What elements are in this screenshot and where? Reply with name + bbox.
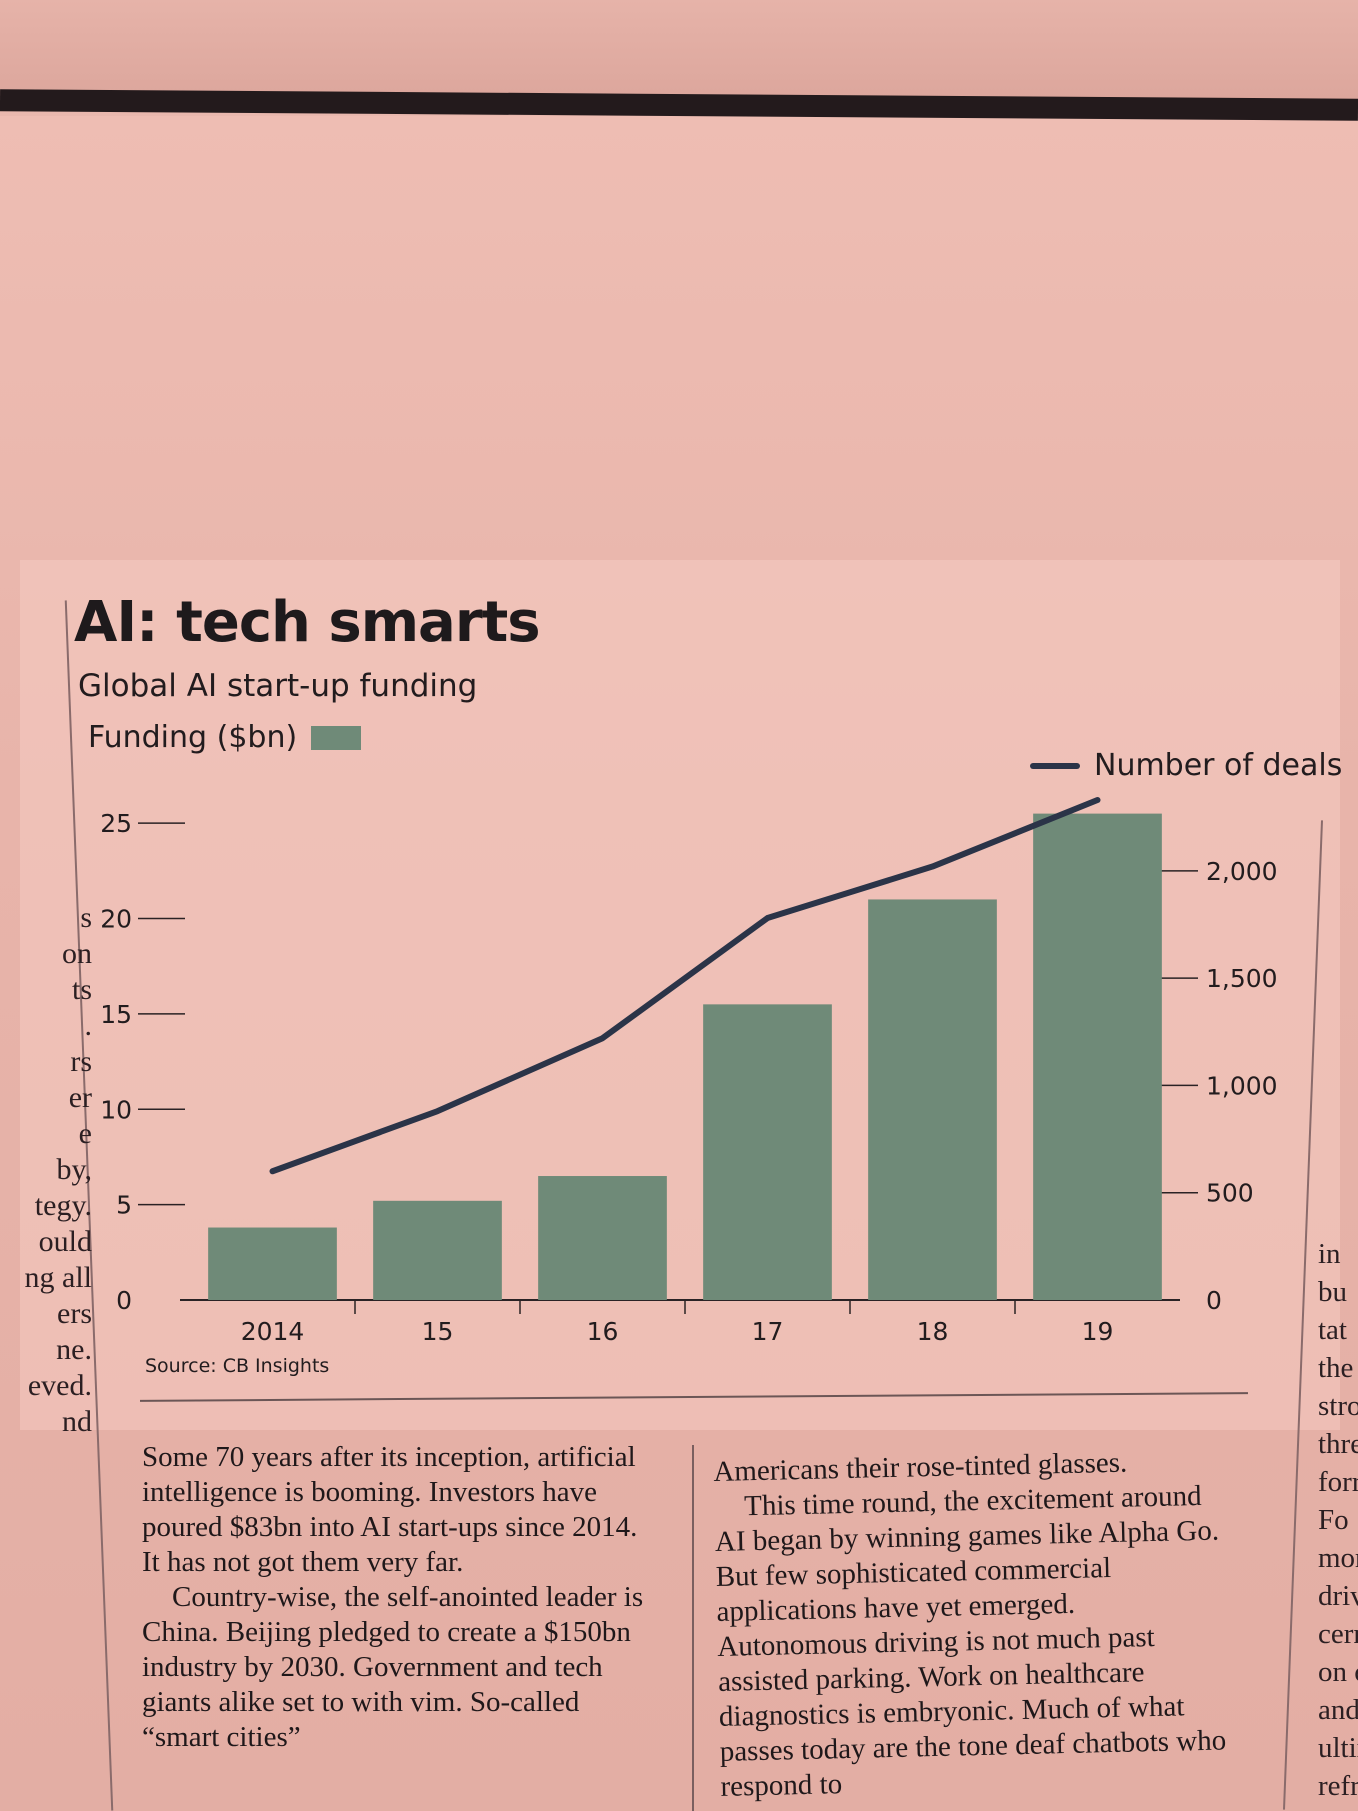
edge-text: ould (38, 1225, 92, 1258)
edge-text: nd (62, 1405, 92, 1438)
y-left-tick-label: 5 (116, 1191, 132, 1220)
legend-funding-label: Funding ($bn) (88, 720, 298, 755)
edge-text: on (62, 937, 92, 970)
edge-text: er (68, 1081, 92, 1114)
y-left-tick-label: 15 (100, 1000, 132, 1029)
chart-title: AI: tech smarts (74, 590, 541, 655)
chart-svg: 0 5 10 15 20 25 0 500 1,000 1,500 2,000 2014 15 16 17 1… (100, 797, 1278, 1346)
edge-text: s (80, 901, 92, 934)
funding-bar (1033, 813, 1162, 1300)
edge-text: ne. (56, 1333, 92, 1366)
funding-bar (373, 1200, 502, 1300)
edge-text: eved. (27, 1369, 92, 1402)
edge-text: and (1318, 1694, 1358, 1726)
chart-subtitle: Global AI start-up funding (78, 668, 478, 704)
article-column-b: Americans their rose-tinted glasses. Thi… (713, 1443, 1231, 1804)
article-column-divider (692, 1445, 694, 1811)
y-right-tick-label: 500 (1206, 1179, 1254, 1208)
y-right-tick-label: 1,500 (1206, 964, 1278, 993)
edge-text: tat (1318, 1314, 1347, 1346)
x-tick-label: 16 (587, 1317, 619, 1346)
legend-funding: Funding ($bn) (88, 720, 362, 755)
y-right-tick-label: 1,000 (1206, 1071, 1278, 1100)
edge-text: thre (1318, 1428, 1358, 1460)
edge-text: refre (1318, 1770, 1358, 1802)
edge-text: the (1318, 1352, 1354, 1384)
legend-deals-label: Number of deals (1094, 748, 1343, 783)
edge-text: ts (71, 973, 92, 1006)
y-left-tick-label: 20 (100, 905, 132, 934)
edge-text: rs (70, 1045, 92, 1078)
funding-bar (208, 1227, 337, 1300)
edge-text: . (84, 1009, 93, 1042)
edge-text: e (78, 1117, 92, 1150)
adjacent-column-left: s on ts . rs er e by, tegy. ould ng all … (0, 900, 93, 1440)
deals-series-line (269, 797, 1101, 1175)
x-tick-label: 15 (422, 1317, 454, 1346)
edge-text: ng all (24, 1261, 93, 1294)
article-paragraph: This time round, the excitement around A… (714, 1479, 1227, 1803)
edge-text: drive (1318, 1580, 1358, 1612)
article-paragraph: Some 70 years after its inception, artif… (142, 1441, 638, 1578)
adjacent-column-right: in bu tat the stro thre forr Fo mor driv… (1318, 1235, 1358, 1805)
funding-bar (703, 1004, 832, 1300)
edge-text: by, (56, 1153, 92, 1186)
article-paragraph: Country-wise, the self-anointed leader i… (142, 1581, 644, 1753)
y-right-tick-label: 0 (1206, 1286, 1222, 1315)
line-swatch-icon (1030, 762, 1080, 769)
edge-text: ers (57, 1297, 92, 1330)
edge-text: on c (1318, 1656, 1358, 1688)
funding-bar (868, 899, 997, 1300)
y-left-tick-label: 25 (100, 809, 132, 838)
page-top-margin (0, 0, 1358, 100)
edge-text: Fo (1318, 1504, 1349, 1536)
edge-text: cern (1318, 1618, 1358, 1650)
y-right-tick-label: 2,000 (1206, 857, 1278, 886)
edge-text: mor (1318, 1542, 1358, 1574)
edge-text: bu (1318, 1276, 1347, 1308)
article-column-a: Some 70 years after its inception, artif… (142, 1440, 652, 1755)
edge-text: stro (1318, 1390, 1358, 1422)
x-tick-label: 2014 (241, 1317, 305, 1346)
edge-text: ultin (1318, 1732, 1358, 1764)
funding-bar (538, 1176, 667, 1300)
x-tick-label: 17 (752, 1317, 784, 1346)
chart-source: Source: CB Insights (145, 1355, 330, 1377)
edge-text: forr (1318, 1466, 1358, 1498)
x-tick-label: 18 (917, 1317, 949, 1346)
legend-deals: Number of deals (1030, 748, 1342, 783)
edge-text: tegy. (34, 1189, 92, 1222)
y-left-tick-label: 0 (116, 1286, 132, 1315)
x-tick-label: 19 (1082, 1317, 1114, 1346)
y-left-tick-label: 10 (100, 1095, 132, 1124)
bar-swatch-icon (311, 725, 362, 750)
edge-text: in (1318, 1238, 1341, 1270)
